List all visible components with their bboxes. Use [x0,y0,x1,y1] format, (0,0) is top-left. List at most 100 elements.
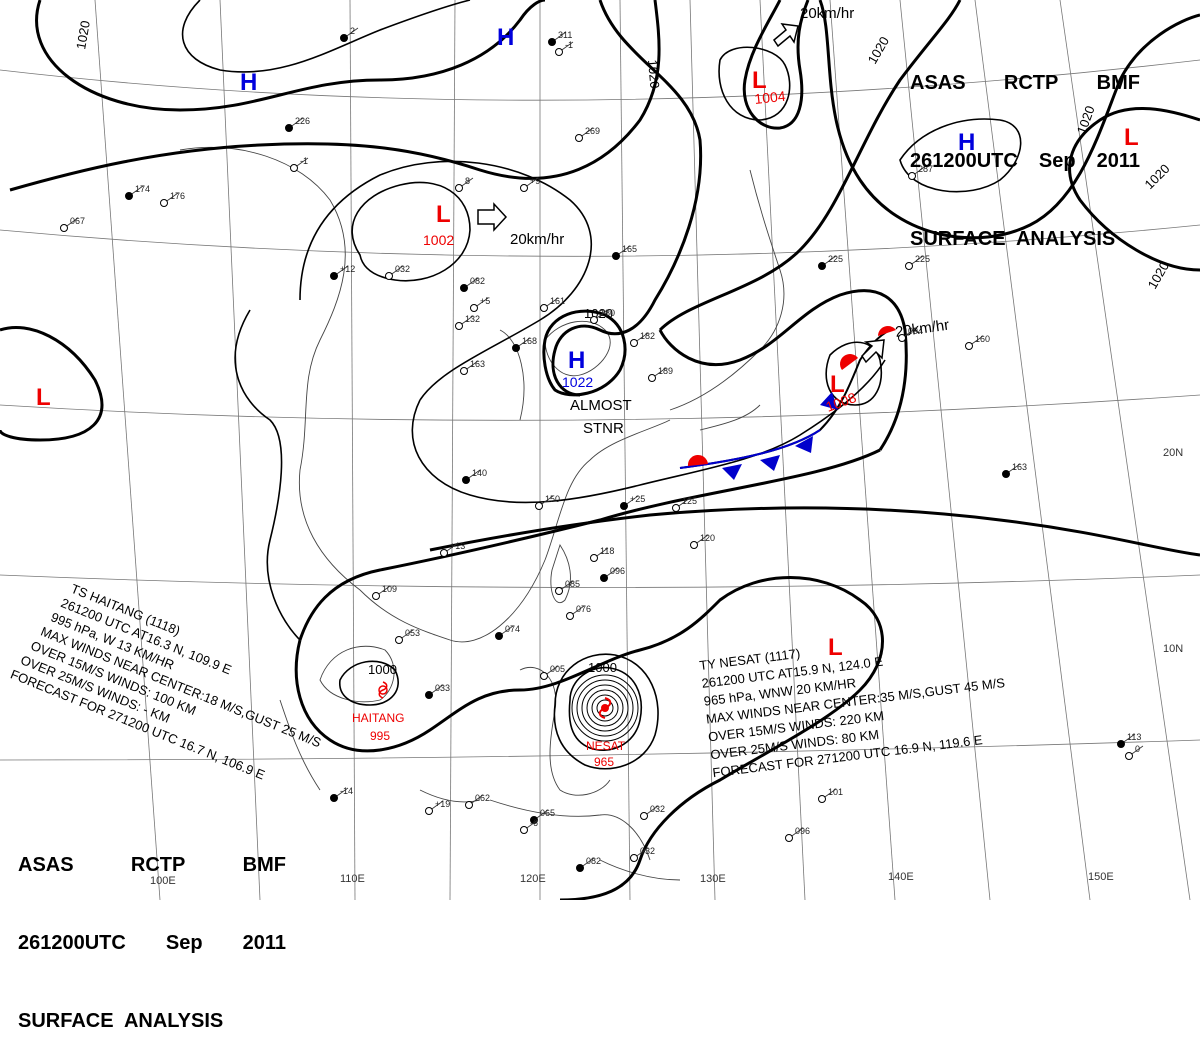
header-bottom-title: SURFACE ANALYSIS [18,1010,224,1032]
station-plot: 005 [540,664,565,680]
station-plot: 032 [640,804,665,820]
station-circle-icon [612,252,620,260]
pressure-center-H2: H [240,69,257,96]
station-value: 096 [795,826,810,836]
lat-label-10n: 10N [1163,643,1183,655]
pressure-center-L2: L [752,67,767,94]
station-circle-icon [372,592,380,600]
haitang-marker-pressure: 995 [370,729,390,743]
station-circle-icon [965,342,973,350]
station-value: +9 [530,176,540,186]
station-circle-icon [425,807,433,815]
station-value: 150 [545,494,560,504]
station-plot: 150 [535,494,560,510]
station-circle-icon [520,184,528,192]
isobars-bold [0,0,1200,900]
station-plot: 0 [1125,744,1144,760]
station-plot: +25 [620,494,645,510]
lon-label-120e: 120E [520,873,546,885]
pressure-value-L1: 1002 [423,232,454,248]
longitude-lines [94,0,1191,900]
station-plot: 082 [460,276,485,292]
station-value: 101 [828,787,843,797]
station-circle-icon [460,284,468,292]
station-plot: 113 [1117,732,1141,748]
station-circle-icon [495,632,503,640]
station-plot: +12 [330,264,355,280]
station-circle-icon [620,502,628,510]
station-plot: 226 [285,116,310,132]
header-top-year: 2011 [1096,150,1140,172]
station-circle-icon [575,134,583,142]
station-circle-icon [905,262,913,270]
station-plot: 062 [465,793,490,809]
movement-arrows [477,23,885,364]
station-plot: 076 [566,604,591,620]
station-circle-icon [465,801,473,809]
station-plot: 140 [462,468,487,484]
movement-high-1022-line1: ALMOST [570,397,632,414]
haitang-marker-label: HAITANG [352,711,404,725]
station-value: 085 [565,579,580,589]
header-bottom-year: 2011 [242,932,286,954]
station-circle-icon [520,826,528,834]
station-plot: 161 [540,296,565,312]
coastlines [179,147,785,881]
station-plot: 032 [385,264,410,280]
pressure-center-L3: L [830,371,845,398]
station-circle-icon [470,304,478,312]
weather-front [679,326,896,480]
station-plot: +19 [425,799,450,815]
station-value: 082 [586,856,601,866]
pressure-value-L2: 1004 [754,88,787,107]
station-plot: 160 [965,334,990,350]
station-value: -14 [340,786,353,796]
haitang-symbol-icon [378,681,388,699]
station-circle-icon [125,192,133,200]
station-circle-icon [630,339,638,347]
nesat-marker-pressure: 965 [594,755,614,769]
lon-label-130e: 130E [700,873,726,885]
station-circle-icon [60,224,68,232]
station-value: -1 [565,40,573,50]
header-bottom-time: 261200UTC [18,932,126,954]
station-circle-icon [1117,740,1125,748]
station-plot: +5 [470,296,490,312]
station-plot: 094 [898,326,923,342]
station-plot: 311 [548,30,572,46]
station-value: 076 [576,604,591,614]
isobar-label: 1020 [645,59,662,89]
lon-label-140e: 140E [888,871,914,883]
station-value: 132 [465,314,480,324]
lat-label-20n: 20N [1163,447,1183,459]
station-value: 032 [395,264,410,274]
nesat-marker-label: NESAT [586,739,626,753]
station-circle-icon [785,834,793,842]
pressure-value-H4: 1022 [562,374,593,390]
isobars-thin [181,0,1022,770]
header-top-agency: ASAS [910,72,966,94]
pressure-center-H3: H [958,129,975,156]
header-top-station: RCTP [1003,72,1059,94]
pressure-center-L1: L [436,201,451,228]
station-circle-icon [340,34,348,42]
lon-label-110e: 110E [340,873,365,885]
station-plot: -6 [520,818,539,834]
station-value: 032 [640,846,655,856]
latitude-lines [0,59,1200,761]
header-bottom-station: RCTP [130,854,186,876]
pressure-center-H1: H [497,24,514,51]
pressure-center-H4: H [568,347,585,374]
station-circle-icon [512,344,520,352]
movement-high-1022-line2: STNR [583,420,624,437]
station-value: 165 [622,244,637,254]
pressure-center-L5: L [1124,124,1139,151]
pressure-center-L4: L [36,384,51,411]
station-plot: 067 [60,216,85,232]
station-plot: +13 [440,541,465,557]
station-circle-icon [535,502,543,510]
station-value: 180 [600,308,615,318]
station-circle-icon [555,48,563,56]
station-circle-icon [566,612,574,620]
header-bottom-office: BMF [242,854,286,876]
